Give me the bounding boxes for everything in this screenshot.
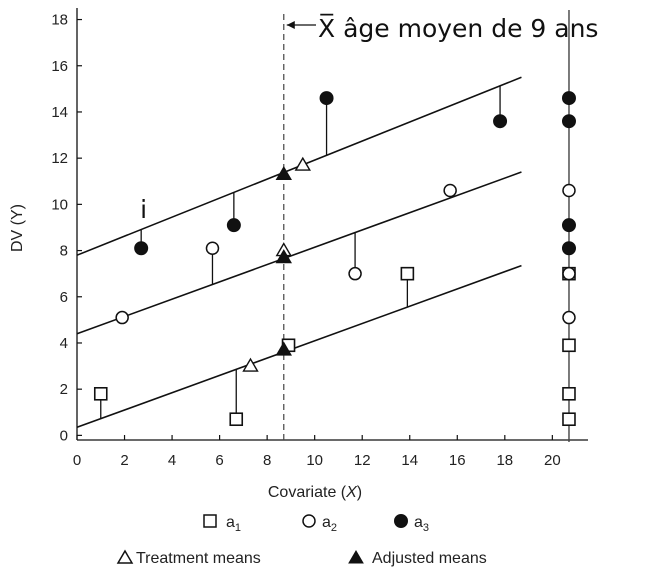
legend-a2-label: a2 xyxy=(322,514,337,534)
y-tick-label: 16 xyxy=(51,58,68,75)
marginal-point-a1 xyxy=(562,386,576,401)
x-tick-label: 14 xyxy=(401,452,418,469)
legend-a3-marker xyxy=(394,514,408,528)
group-means: i xyxy=(140,156,312,372)
point-a2 xyxy=(115,310,129,325)
y-tick-label: 6 xyxy=(60,289,68,306)
marginal-distribution xyxy=(561,10,576,442)
point-a1 xyxy=(93,386,108,401)
x-tick-label: 18 xyxy=(496,452,513,469)
x-tick-label: 4 xyxy=(168,452,176,469)
point-a3 xyxy=(493,114,508,129)
adjusted-mean-marker xyxy=(275,249,292,264)
x-tick-label: 0 xyxy=(73,452,81,469)
point-a2 xyxy=(205,241,220,256)
legend-a3-label: a3 xyxy=(414,514,429,534)
marginal-point-a2 xyxy=(562,183,576,198)
x-tick-label: 6 xyxy=(215,452,223,469)
x-tick-label: 10 xyxy=(306,452,323,469)
x-tick-label: 8 xyxy=(263,452,271,469)
point-a3 xyxy=(134,241,149,256)
y-tick-label: 0 xyxy=(60,427,68,444)
marginal-point-a1 xyxy=(562,412,576,427)
treatment-mean-marker xyxy=(294,156,312,171)
marginal-point-a2 xyxy=(562,266,576,281)
x-tick-label: 16 xyxy=(449,452,466,469)
marginal-point-a2 xyxy=(562,310,576,325)
x-tick-label: 20 xyxy=(544,452,561,469)
point-a2 xyxy=(348,266,362,281)
legend-a2-marker xyxy=(302,514,316,528)
marginal-point-a1 xyxy=(562,338,576,353)
point-a3 xyxy=(226,218,241,233)
adjusted-mean-marker xyxy=(275,341,292,356)
y-tick-label: 4 xyxy=(60,335,68,352)
y-tick-label: 2 xyxy=(60,381,68,398)
point-a3 xyxy=(319,91,334,106)
regression-line-a1 xyxy=(76,264,522,429)
y-tick-label: 14 xyxy=(51,104,68,121)
y-tick-label: 12 xyxy=(51,150,68,167)
marginal-point-a3 xyxy=(561,218,576,233)
marginal-point-a3 xyxy=(561,91,576,106)
y-tick-label: 8 xyxy=(60,243,68,260)
x-axis-title: Covariate (X) xyxy=(268,484,362,501)
marginal-point-a3 xyxy=(561,114,576,129)
point-a1 xyxy=(229,412,244,427)
legend-adjusted-marker xyxy=(348,550,364,564)
x-tick-label: 2 xyxy=(120,452,128,469)
regression-line-a2 xyxy=(76,171,522,335)
legend-treatment-marker xyxy=(116,549,134,564)
mean-annotation: X̅ âge moyen de 9 ans xyxy=(318,13,598,43)
covariate-mean-line xyxy=(283,14,316,440)
annotation-letter: i xyxy=(140,195,147,224)
legend: a1 a2 a3 Treatment means Adjusted means xyxy=(116,514,487,567)
legend-a1-marker xyxy=(203,514,217,528)
legend-a1-label: a1 xyxy=(226,514,241,534)
mean-arrow-head xyxy=(286,21,295,29)
axes xyxy=(76,8,588,441)
treatment-mean-marker xyxy=(242,357,259,372)
point-a1 xyxy=(400,266,415,281)
marginal-point-a3 xyxy=(561,241,576,256)
legend-treatment-label: Treatment means xyxy=(136,550,261,567)
y-axis-title: DV (Y) xyxy=(9,204,26,252)
data-points xyxy=(93,91,508,427)
x-tick-label: 12 xyxy=(354,452,371,469)
point-a2 xyxy=(443,183,457,198)
y-tick-label: 18 xyxy=(51,12,68,29)
y-tick-label: 10 xyxy=(51,196,68,213)
adjusted-mean-marker xyxy=(275,165,292,181)
tick-marks: 0 2 4 6 8 10 12 14 16 18 20 0 2 4 6 8 10 12 14 16 18 xyxy=(51,12,560,469)
legend-adjusted-label: Adjusted means xyxy=(372,550,487,567)
